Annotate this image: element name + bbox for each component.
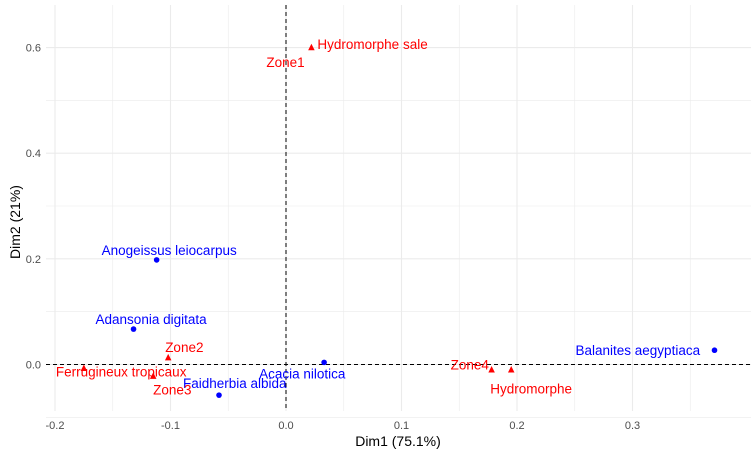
x-axis-title: Dim1 (75.1%) bbox=[355, 433, 441, 449]
y-tick-label: 0.4 bbox=[26, 148, 41, 160]
column-point-marker bbox=[308, 43, 315, 51]
row-point-marker bbox=[216, 392, 222, 398]
x-tick-label: -0.2 bbox=[46, 420, 65, 432]
point-label: Zone1 bbox=[266, 55, 304, 70]
y-tick-label: 0.6 bbox=[26, 43, 41, 55]
column-point-marker bbox=[488, 366, 495, 373]
point-label: Zone3 bbox=[153, 383, 191, 398]
row-point-marker bbox=[130, 326, 137, 332]
axis-tick-labels: -0.2 -0.1 0.0 0.1 0.2 0.3 0.0 0.2 0.4 0.6 bbox=[26, 43, 640, 432]
point-labels: Anogeissus leiocarpus Adansonia digitata A… bbox=[56, 37, 701, 398]
row-point-marker bbox=[321, 359, 327, 366]
x-tick-label: 0.3 bbox=[625, 420, 640, 432]
row-point-marker bbox=[153, 257, 160, 263]
data-points bbox=[80, 43, 718, 398]
point-label: Ferrugineux tropicaux bbox=[56, 365, 187, 380]
reference-lines bbox=[46, 5, 751, 411]
point-label: Hydromorphe sale bbox=[317, 37, 427, 52]
point-label: Acacia nilotica bbox=[259, 366, 346, 381]
x-tick-label: -0.1 bbox=[161, 420, 180, 432]
point-label: Faidherbia albida bbox=[183, 376, 287, 391]
panel-background bbox=[46, 5, 751, 411]
x-tick-label: 0.0 bbox=[278, 420, 293, 432]
x-tick-label: 0.1 bbox=[394, 420, 409, 432]
point-label: Balanites aegyptiaca bbox=[576, 343, 701, 358]
point-label: Anogeissus leiocarpus bbox=[102, 243, 237, 258]
grid-lines bbox=[46, 5, 751, 418]
y-tick-label: 0.2 bbox=[26, 254, 41, 266]
column-point-marker bbox=[507, 366, 515, 373]
x-tick-label: 0.2 bbox=[509, 420, 524, 432]
column-point-marker bbox=[149, 372, 157, 379]
y-axis-title: Dim2 (21%) bbox=[7, 185, 23, 259]
point-label: Hydromorphe bbox=[490, 381, 572, 396]
y-tick-label: 0.0 bbox=[26, 360, 41, 372]
point-label: Zone2 bbox=[165, 340, 203, 355]
point-label: Adansonia digitata bbox=[96, 312, 208, 327]
column-point-marker bbox=[164, 353, 172, 361]
row-point-marker bbox=[711, 347, 718, 354]
column-point-marker bbox=[80, 364, 88, 371]
point-label: Zone4 bbox=[451, 357, 490, 372]
